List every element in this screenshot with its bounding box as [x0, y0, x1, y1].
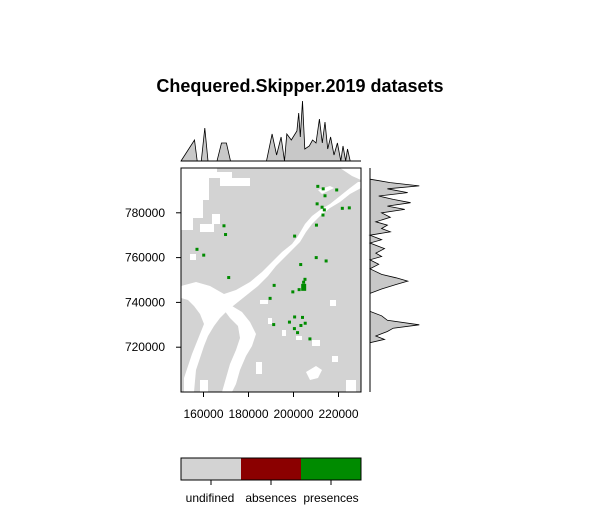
presence-point — [299, 263, 303, 267]
x-marginal-density — [180, 100, 361, 162]
undefined-area — [176, 168, 361, 392]
y-tick-label: 780000 — [125, 206, 165, 220]
presence-point — [321, 187, 325, 191]
presence-point — [287, 320, 291, 324]
presence-point — [272, 283, 276, 287]
chart-title: Chequered.Skipper.2019 datasets — [156, 76, 444, 96]
presence-point — [322, 208, 326, 212]
presence-point — [316, 184, 320, 188]
presence-point — [303, 321, 307, 325]
legend-label-absences: absences — [245, 491, 297, 505]
presence-point — [347, 206, 351, 210]
presence-cells — [195, 184, 351, 341]
presence-point — [292, 327, 296, 331]
y-tick-label: 760000 — [125, 251, 165, 265]
presence-point — [299, 323, 303, 327]
presence-point — [314, 256, 318, 260]
presence-point — [293, 315, 297, 319]
presence-point — [308, 337, 312, 341]
legend-swatch — [301, 458, 361, 480]
presence-point — [202, 253, 206, 257]
legend-label-presences: presences — [303, 491, 359, 505]
presence-point — [314, 223, 318, 227]
x-tick-label: 160000 — [183, 407, 223, 421]
y-axis: 720000 740000 760000 780000 — [125, 206, 181, 354]
y-tick-label: 740000 — [125, 295, 165, 309]
presence-point — [297, 288, 301, 292]
y-marginal-area — [368, 178, 420, 357]
presence-point — [320, 205, 324, 209]
x-axis: 160000 180000 200000 220000 — [183, 392, 359, 421]
x-tick-label: 220000 — [318, 407, 358, 421]
x-marginal-area — [180, 100, 361, 162]
legend — [180, 457, 362, 485]
presence-point — [296, 331, 300, 335]
presence-point — [195, 247, 199, 251]
presence-point — [324, 259, 328, 263]
presence-point — [268, 296, 272, 300]
map-panel — [176, 167, 362, 393]
legend-swatch — [241, 458, 301, 480]
presence-point — [321, 213, 325, 217]
presence-point — [340, 206, 344, 210]
legend-swatch — [181, 458, 241, 480]
presence-point — [315, 202, 319, 206]
x-tick-label: 180000 — [228, 407, 268, 421]
legend-label-undifined: undifined — [185, 491, 235, 505]
presence-point — [302, 280, 306, 284]
presence-point — [227, 276, 231, 280]
presence-point — [222, 224, 226, 228]
presence-point — [291, 290, 295, 294]
presence-point — [224, 233, 228, 237]
presence-point — [301, 283, 307, 291]
presence-point — [293, 234, 297, 238]
presence-point — [303, 277, 307, 281]
presence-point — [272, 323, 276, 327]
presence-point — [335, 188, 339, 192]
presence-point — [323, 194, 327, 198]
y-tick-label: 720000 — [125, 340, 165, 354]
map-frame — [180, 167, 362, 393]
x-tick-label: 200000 — [273, 407, 313, 421]
presence-point — [301, 315, 304, 319]
y-marginal-density — [368, 168, 420, 392]
